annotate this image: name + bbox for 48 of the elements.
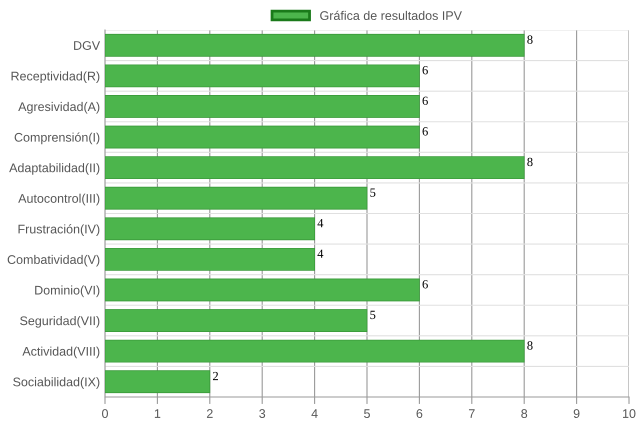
data-label: 6: [422, 66, 428, 74]
y-tick-label: Autocontrol(III): [18, 194, 100, 206]
bar: [105, 370, 210, 394]
x-tick-label: 4: [311, 409, 318, 418]
data-label: 6: [422, 280, 428, 288]
bar: [105, 217, 316, 240]
y-tick-label: Actividad(VIII): [22, 346, 100, 358]
x-tick-label: 0: [102, 409, 108, 418]
data-label: 4: [317, 250, 324, 258]
bar: [105, 95, 420, 118]
x-tick-label: 6: [416, 409, 422, 418]
y-tick-label: DGV: [74, 41, 100, 50]
data-label: 6: [422, 96, 428, 105]
bar: [105, 186, 368, 210]
data-label: 8: [527, 341, 533, 350]
y-tick-label: Sociabilidad(IX): [13, 377, 100, 389]
y-tick-label: Dominio(VI): [35, 285, 100, 298]
x-tick-label: 7: [468, 409, 475, 418]
y-tick-label: Agresividad(A): [18, 102, 100, 114]
bar: [105, 64, 420, 88]
x-tick-label: 5: [364, 409, 370, 418]
data-label: 6: [422, 127, 428, 136]
data-label: 4: [317, 218, 324, 228]
bar: [105, 278, 420, 302]
data-label: 2: [212, 372, 218, 380]
x-tick-label: 3: [259, 409, 266, 418]
x-tick-label: 10: [623, 409, 636, 418]
bar: [105, 156, 525, 180]
x-tick-label: 9: [574, 409, 580, 418]
y-tick-label: Comprensión(I): [14, 132, 100, 144]
x-tick-label: 8: [521, 409, 528, 418]
bar: [105, 34, 525, 57]
bar: [105, 340, 525, 363]
data-label: 5: [370, 310, 376, 320]
x-tick-label: 2: [206, 409, 213, 418]
y-tick-label: Combatividad(V): [8, 254, 100, 266]
bar: [105, 248, 316, 271]
data-label: 8: [527, 35, 533, 44]
y-tick-label: Frustración(IV): [18, 224, 100, 236]
x-tick-label: 1: [154, 409, 160, 418]
y-tick-label: Adaptabilidad(II): [9, 163, 100, 175]
y-tick-label: Seguridad(VII): [20, 316, 100, 328]
y-tick-label: Receptividad(R): [12, 71, 100, 83]
data-label: 8: [527, 158, 533, 166]
legend-label: Gráfica de resultados IPV: [320, 10, 462, 20]
data-label: 5: [370, 188, 376, 197]
bar: [105, 126, 420, 148]
bar: [105, 309, 368, 332]
